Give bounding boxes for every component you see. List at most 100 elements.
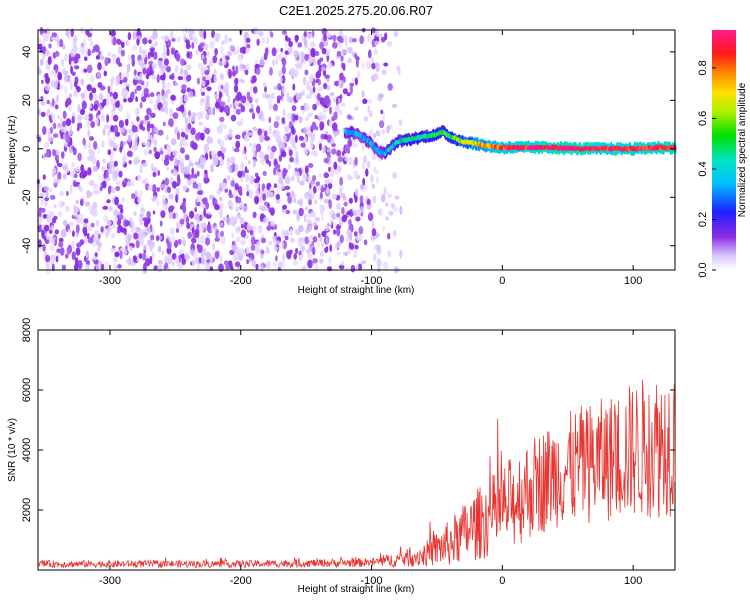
- noise-cell: [183, 69, 188, 76]
- noise-cell: [174, 157, 179, 167]
- noise-cell: [102, 128, 106, 136]
- noise-cell: [217, 150, 223, 157]
- noise-cell: [324, 198, 329, 204]
- noise-cell: [254, 63, 261, 69]
- noise-cell: [59, 84, 64, 90]
- noise-cell: [148, 184, 153, 191]
- snr-x-title: Height of straight line (km): [298, 584, 415, 595]
- noise-cell: [86, 64, 93, 74]
- noise-cell: [355, 264, 359, 270]
- noise-cell: [204, 237, 211, 246]
- noise-cell: [137, 59, 143, 66]
- noise-cell: [264, 86, 267, 93]
- noise-cell: [139, 189, 143, 199]
- noise-cell: [240, 105, 246, 113]
- noise-cell: [338, 79, 342, 88]
- noise-cell: [296, 212, 300, 222]
- noise-cell: [55, 149, 60, 156]
- noise-cell: [44, 197, 50, 202]
- noise-cell: [153, 265, 159, 271]
- noise-cell: [95, 117, 99, 126]
- noise-cell: [142, 67, 147, 75]
- noise-cell: [86, 120, 91, 129]
- noise-cell: [87, 237, 94, 244]
- noise-cell: [229, 104, 233, 108]
- noise-cell: [392, 229, 397, 238]
- noise-cell: [310, 150, 316, 156]
- noise-cell: [135, 107, 140, 116]
- noise-cell: [87, 129, 91, 138]
- noise-cell: [357, 263, 363, 271]
- noise-cell: [309, 187, 313, 195]
- snr-y-ticks: 2000 4000 6000 8000: [21, 318, 675, 522]
- noise-cell: [209, 40, 215, 49]
- noise-cell: [286, 95, 292, 103]
- noise-cell: [186, 51, 190, 59]
- noise-cell: [182, 204, 187, 214]
- noise-cell: [37, 216, 43, 222]
- noise-cell: [269, 186, 274, 192]
- noise-cell: [280, 182, 285, 190]
- y-tick-label: 4000: [21, 438, 33, 462]
- noise-cell: [307, 112, 313, 117]
- noise-cell: [42, 126, 47, 135]
- noise-cell: [121, 197, 125, 202]
- noise-cell: [125, 70, 129, 79]
- noise-cell: [75, 165, 80, 173]
- noise-cell: [339, 176, 343, 186]
- noise-cell: [166, 82, 171, 89]
- noise-cell: [233, 147, 240, 153]
- noise-cell: [228, 70, 232, 79]
- noise-cell: [65, 28, 71, 38]
- noise-cell: [290, 175, 295, 182]
- noise-cell: [189, 210, 195, 219]
- noise-cell: [171, 37, 176, 42]
- noise-cell: [97, 72, 101, 78]
- colorbar-title: Normalized spectral amplitude: [737, 82, 748, 217]
- noise-cell: [133, 211, 137, 217]
- noise-cell: [115, 144, 119, 149]
- noise-cell: [213, 68, 217, 77]
- noise-cell: [186, 64, 192, 71]
- noise-cell: [332, 96, 337, 103]
- noise-cell: [228, 165, 232, 174]
- noise-cell: [67, 229, 72, 234]
- noise-cell: [284, 40, 288, 50]
- noise-cell: [136, 34, 142, 40]
- noise-cell: [312, 103, 317, 111]
- noise-cell: [271, 145, 277, 153]
- noise-cell: [252, 211, 257, 218]
- noise-cell: [277, 83, 282, 91]
- noise-cell: [259, 195, 263, 203]
- noise-cell: [107, 230, 110, 236]
- noise-cell: [120, 49, 125, 57]
- noise-cell: [307, 252, 313, 259]
- noise-cell: [62, 220, 68, 226]
- noise-cell: [245, 174, 250, 182]
- noise-cell: [339, 37, 344, 44]
- noise-cell: [172, 212, 176, 219]
- noise-cell: [249, 108, 254, 113]
- noise-cell: [301, 90, 306, 96]
- noise-cell: [113, 263, 117, 272]
- noise-cell: [133, 69, 137, 76]
- noise-cell: [285, 209, 291, 215]
- noise-cell: [273, 246, 279, 252]
- noise-cell: [175, 53, 181, 62]
- noise-cell: [367, 105, 371, 113]
- noise-cell: [77, 152, 82, 162]
- noise-cell: [175, 194, 179, 203]
- noise-cell: [92, 201, 98, 210]
- noise-cell: [185, 252, 189, 262]
- noise-cell: [335, 225, 342, 230]
- x-tick-label: -200: [230, 575, 252, 587]
- noise-cell: [371, 183, 375, 189]
- noise-cell: [246, 91, 251, 101]
- noise-cell: [50, 36, 56, 41]
- noise-cell: [281, 65, 286, 75]
- noise-cell: [229, 156, 236, 164]
- noise-cell: [341, 214, 347, 223]
- noise-cell: [134, 88, 137, 95]
- noise-cell: [255, 59, 258, 65]
- noise-cell: [250, 236, 256, 246]
